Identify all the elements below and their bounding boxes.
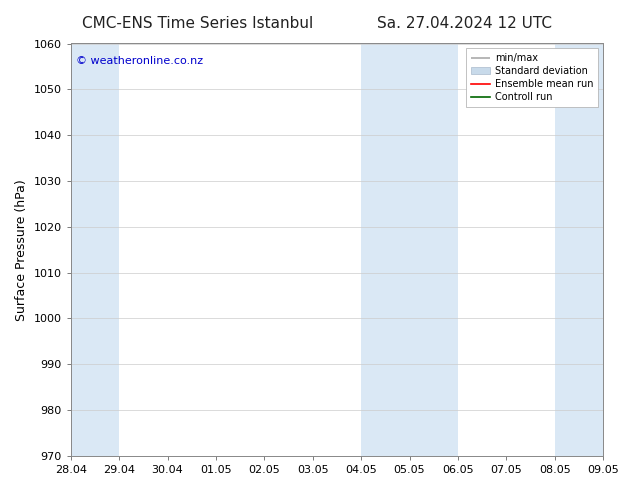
Bar	[361, 44, 458, 456]
Text: Sa. 27.04.2024 12 UTC: Sa. 27.04.2024 12 UTC	[377, 16, 552, 31]
Y-axis label: Surface Pressure (hPa): Surface Pressure (hPa)	[15, 179, 28, 320]
Bar	[555, 44, 603, 456]
Bar	[71, 44, 119, 456]
Text: CMC-ENS Time Series Istanbul: CMC-ENS Time Series Istanbul	[82, 16, 314, 31]
Text: © weatheronline.co.nz: © weatheronline.co.nz	[76, 56, 203, 66]
Legend: min/max, Standard deviation, Ensemble mean run, Controll run: min/max, Standard deviation, Ensemble me…	[466, 49, 598, 107]
